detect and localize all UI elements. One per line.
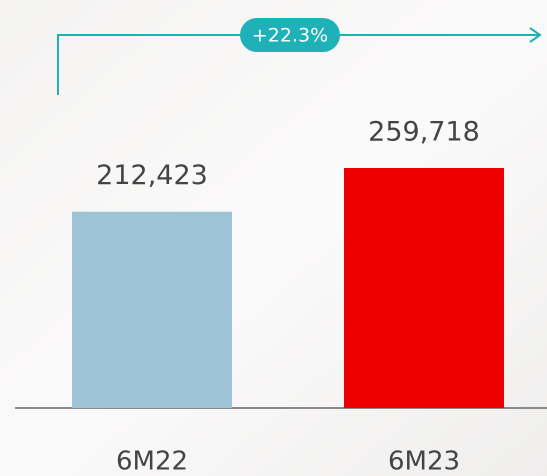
category-label: 6M22 <box>116 447 188 476</box>
value-label: 212,423 <box>96 160 208 191</box>
bar <box>344 168 504 408</box>
category-label: 6M23 <box>388 447 460 476</box>
value-label: 259,718 <box>368 117 480 148</box>
chart: +22.3% 212,423 6M22 259,718 6M23 <box>0 0 547 476</box>
growth-label: +22.3% <box>252 25 328 47</box>
bar <box>72 212 232 408</box>
